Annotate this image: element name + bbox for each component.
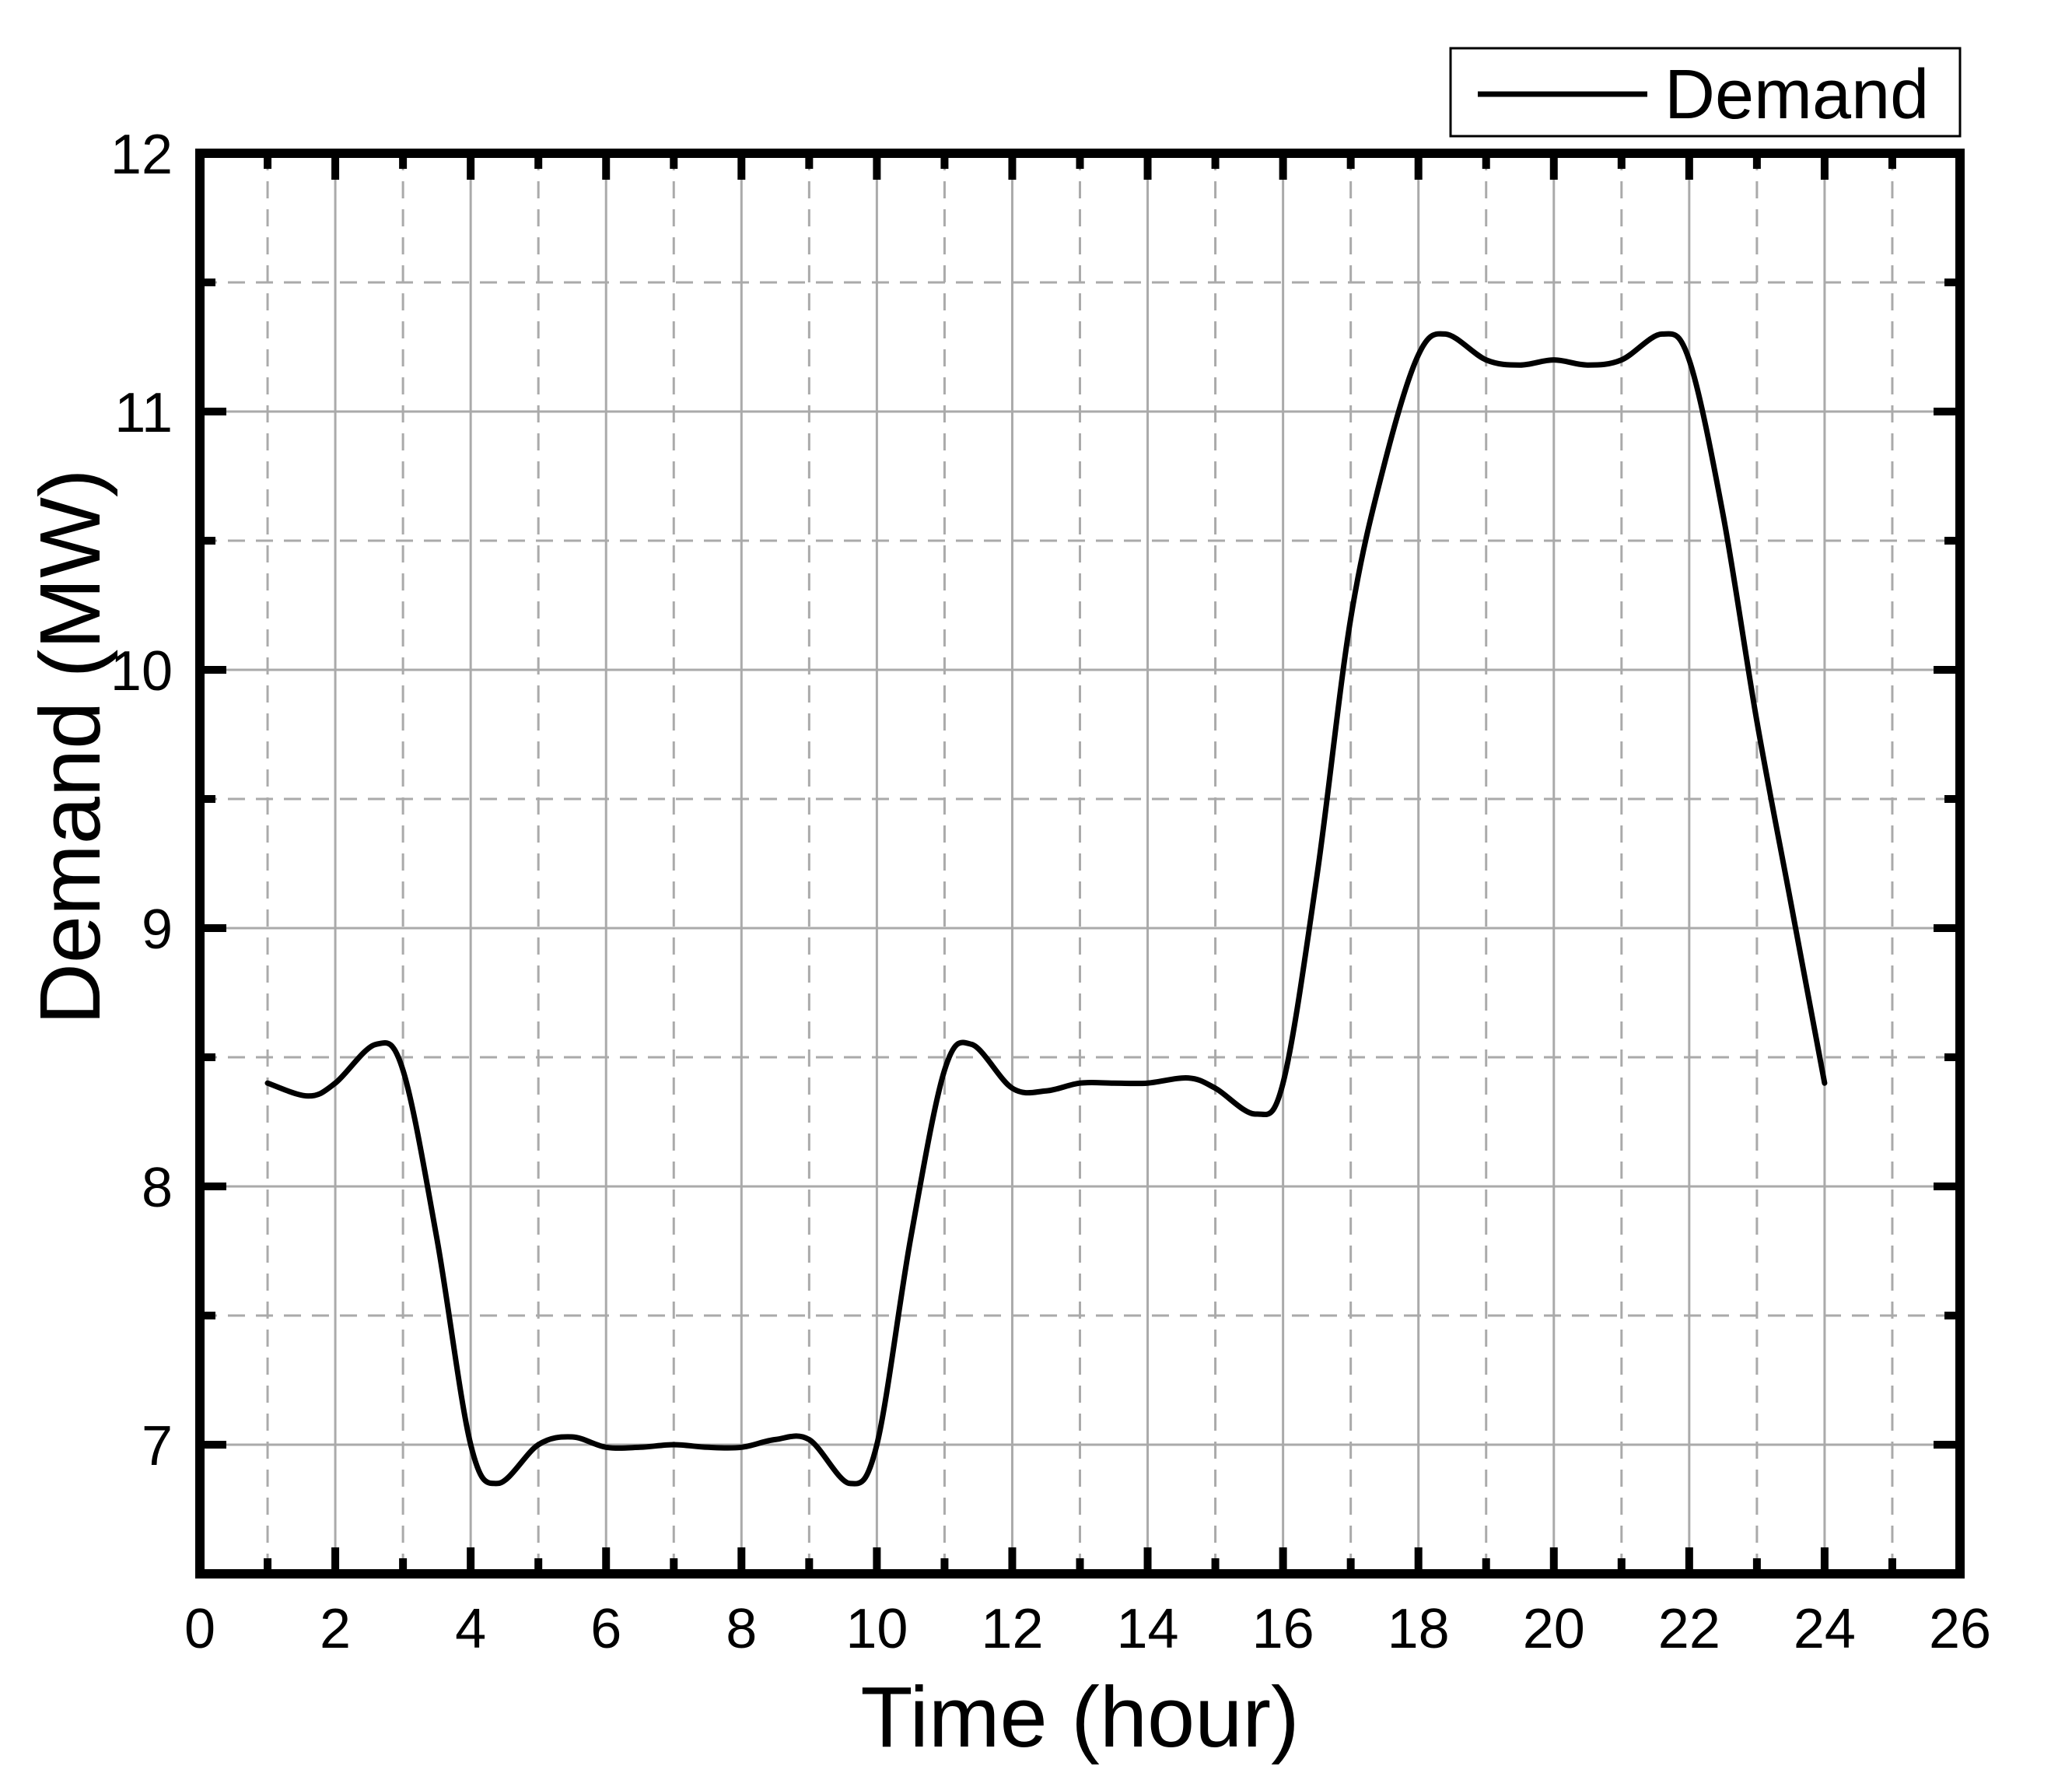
legend: Demand [1449,47,1962,138]
major-grid [200,153,1960,1574]
x-tick-label: 16 [1252,1598,1314,1660]
y-tick-label: 8 [142,1157,173,1219]
x-axis-title: Time (hour) [860,1670,1299,1765]
y-tick-labels: 7 8 9 10 11 12 [110,124,173,1477]
x-tick-label: 8 [726,1598,757,1660]
x-tick-labels: 0 2 4 6 8 10 12 14 16 18 20 22 24 26 [184,1598,1991,1660]
x-tick-label: 24 [1794,1598,1856,1660]
x-tick-label: 22 [1658,1598,1720,1660]
x-tick-label: 26 [1929,1598,1991,1660]
x-tick-label: 4 [455,1598,486,1660]
x-tick-label: 2 [320,1598,351,1660]
y-tick-label: 7 [142,1415,173,1477]
legend-label-demand: Demand [1664,56,1929,134]
series-line-demand [264,331,1828,1487]
x-tick-label: 6 [590,1598,621,1660]
y-tick-label: 12 [110,124,173,186]
x-tick-label: 20 [1523,1598,1585,1660]
y-axis-title: Demand (MW) [23,468,118,1025]
y-tick-label: 10 [110,640,173,703]
y-tick-label: 11 [114,382,173,444]
x-tick-label: 0 [184,1598,215,1660]
minor-grid [200,153,1960,1574]
y-tick-label: 9 [142,899,173,961]
x-tick-label: 12 [981,1598,1043,1660]
x-tick-label: 18 [1388,1598,1450,1660]
x-tick-label: 14 [1116,1598,1178,1660]
x-tick-label: 10 [845,1598,908,1660]
plot-frame [195,149,1965,1579]
